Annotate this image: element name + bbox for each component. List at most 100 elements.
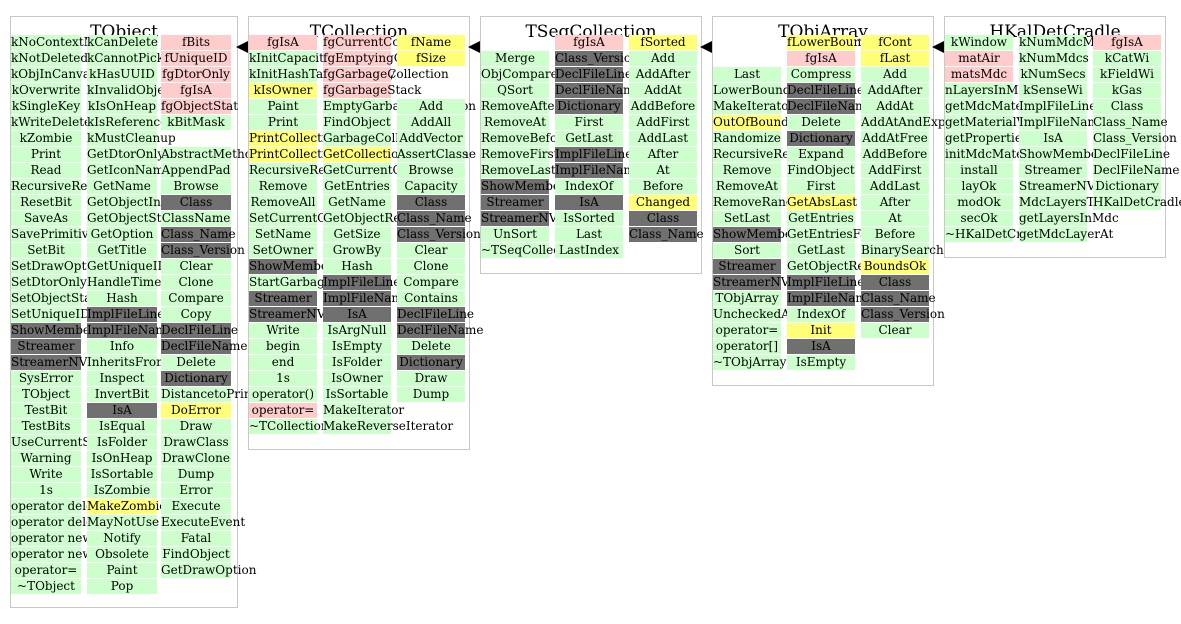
- member-item[interactable]: RemoveAt: [713, 179, 781, 194]
- member-item[interactable]: kCannotPick: [87, 51, 165, 66]
- member-item[interactable]: ~TObjArray: [713, 355, 787, 370]
- member-item[interactable]: Delete: [787, 115, 855, 130]
- member-item[interactable]: ImplFileLine: [323, 275, 401, 290]
- member-item[interactable]: fgCurrentCollection: [323, 35, 445, 50]
- member-item[interactable]: kNumSecs: [1019, 67, 1087, 82]
- member-item[interactable]: ImplFileName: [323, 291, 410, 306]
- member-item[interactable]: SysError: [11, 371, 81, 386]
- member-item[interactable]: Remove: [713, 163, 781, 178]
- member-item[interactable]: Capacity: [397, 179, 465, 194]
- member-item[interactable]: install: [945, 163, 1013, 178]
- member-item[interactable]: AddAt: [629, 83, 697, 98]
- member-item[interactable]: Class_Name: [629, 227, 704, 242]
- member-item[interactable]: FindObject: [323, 115, 391, 130]
- member-item[interactable]: ShowMembers: [11, 323, 102, 338]
- member-item[interactable]: Add: [629, 51, 697, 66]
- member-item[interactable]: MdcLayersToCradle: [1019, 195, 1142, 210]
- member-item[interactable]: getMdcLayerAt: [1019, 227, 1114, 242]
- member-item[interactable]: DrawClone: [161, 451, 231, 466]
- member-item[interactable]: IsArgNull: [323, 323, 391, 338]
- member-item[interactable]: Class: [161, 195, 231, 210]
- member-item[interactable]: OutOfBoundsError: [713, 115, 829, 130]
- member-item[interactable]: Warning: [11, 451, 81, 466]
- member-item[interactable]: Remove: [249, 179, 317, 194]
- member-item[interactable]: PrintCollectionHeader: [249, 147, 386, 162]
- member-item[interactable]: Read: [11, 163, 81, 178]
- member-item[interactable]: Merge: [481, 51, 549, 66]
- member-item[interactable]: operator[]: [713, 339, 781, 354]
- member-item[interactable]: Paint: [249, 99, 317, 114]
- member-item[interactable]: Class_Version: [861, 307, 945, 322]
- member-item[interactable]: AddLast: [629, 131, 697, 146]
- member-item[interactable]: getMdcMaterial: [945, 99, 1044, 114]
- member-item[interactable]: GetLast: [787, 243, 855, 258]
- member-item[interactable]: LowerBound: [713, 83, 791, 98]
- member-item[interactable]: fgIsA: [1093, 35, 1161, 50]
- member-item[interactable]: UnSort: [481, 227, 549, 242]
- member-item[interactable]: ResetBit: [11, 195, 81, 210]
- member-item[interactable]: DeclFileLine: [555, 67, 633, 82]
- member-item[interactable]: IsOwner: [323, 371, 391, 386]
- member-item[interactable]: kOverwrite: [11, 83, 81, 98]
- member-item[interactable]: StartGarbageCollection: [249, 275, 394, 290]
- member-item[interactable]: GetTitle: [87, 243, 157, 258]
- member-item[interactable]: ShowMembers: [249, 259, 340, 274]
- member-item[interactable]: kGas: [1093, 83, 1161, 98]
- member-item[interactable]: getProperties: [945, 131, 1029, 146]
- member-item[interactable]: Dump: [397, 387, 465, 402]
- member-item[interactable]: SetDtorOnly: [11, 275, 87, 290]
- member-item[interactable]: StreamerNVirtual: [713, 275, 823, 290]
- member-item[interactable]: kInitCapacity: [249, 51, 331, 66]
- member-item[interactable]: Compare: [161, 291, 231, 306]
- member-item[interactable]: ImplFileLine: [1019, 99, 1097, 114]
- member-item[interactable]: Class_Version: [555, 51, 639, 66]
- member-item[interactable]: Dictionary: [555, 99, 623, 114]
- member-item[interactable]: Print: [249, 115, 317, 130]
- member-item[interactable]: SetOwner: [249, 243, 317, 258]
- member-item[interactable]: ImplFileName: [555, 163, 642, 178]
- member-item[interactable]: IsA: [555, 195, 623, 210]
- member-item[interactable]: Class: [861, 275, 929, 290]
- member-item[interactable]: Browse: [161, 179, 231, 194]
- member-item[interactable]: Compress: [787, 67, 855, 82]
- member-item[interactable]: Add: [397, 99, 465, 114]
- member-item[interactable]: GetOption: [87, 227, 157, 242]
- member-item[interactable]: kNoContextMenu: [11, 35, 119, 50]
- member-item[interactable]: MakeZombie: [87, 499, 167, 514]
- member-item[interactable]: AbstractMethod: [161, 147, 260, 162]
- member-item[interactable]: DeclFileName: [397, 323, 484, 338]
- member-item[interactable]: MakeIterator: [713, 99, 795, 114]
- member-item[interactable]: IsSortable: [323, 387, 391, 402]
- member-item[interactable]: fgGarbageStack: [323, 83, 422, 98]
- member-item[interactable]: TObject: [11, 387, 81, 402]
- member-item[interactable]: AddVector: [397, 131, 465, 146]
- member-item[interactable]: Before: [629, 179, 697, 194]
- member-item[interactable]: ClassName: [161, 211, 231, 226]
- member-item[interactable]: Delete: [397, 339, 465, 354]
- member-item[interactable]: At: [861, 211, 929, 226]
- member-item[interactable]: Draw: [161, 419, 231, 434]
- member-item[interactable]: SaveAs: [11, 211, 81, 226]
- member-item[interactable]: ImplFileName: [1019, 115, 1106, 130]
- member-item[interactable]: operator new: [11, 531, 93, 546]
- member-item[interactable]: fSize: [397, 51, 465, 66]
- member-item[interactable]: begin: [249, 339, 317, 354]
- member-item[interactable]: fUniqueID: [161, 51, 231, 66]
- member-item[interactable]: IsEmpty: [323, 339, 391, 354]
- member-item[interactable]: MakeReverseIterator: [323, 419, 454, 434]
- member-item[interactable]: Dictionary: [1093, 179, 1161, 194]
- member-item[interactable]: Streamer: [713, 259, 781, 274]
- member-item[interactable]: RecursiveRemove: [713, 147, 822, 162]
- member-item[interactable]: RecursiveRemove: [11, 179, 120, 194]
- member-item[interactable]: Class_Version: [161, 243, 245, 258]
- member-item[interactable]: EmptyGarbageCollection: [323, 99, 476, 114]
- member-item[interactable]: Dictionary: [161, 371, 231, 386]
- member-item[interactable]: AddFirst: [861, 163, 929, 178]
- member-item[interactable]: First: [555, 115, 623, 130]
- member-item[interactable]: Compare: [397, 275, 465, 290]
- member-item[interactable]: FindObject: [787, 163, 855, 178]
- member-item[interactable]: 1s: [11, 483, 81, 498]
- member-item[interactable]: kWindow: [945, 35, 1013, 50]
- member-item[interactable]: StreamerNVirtual: [1019, 179, 1129, 194]
- member-item[interactable]: GetEntries: [323, 179, 391, 194]
